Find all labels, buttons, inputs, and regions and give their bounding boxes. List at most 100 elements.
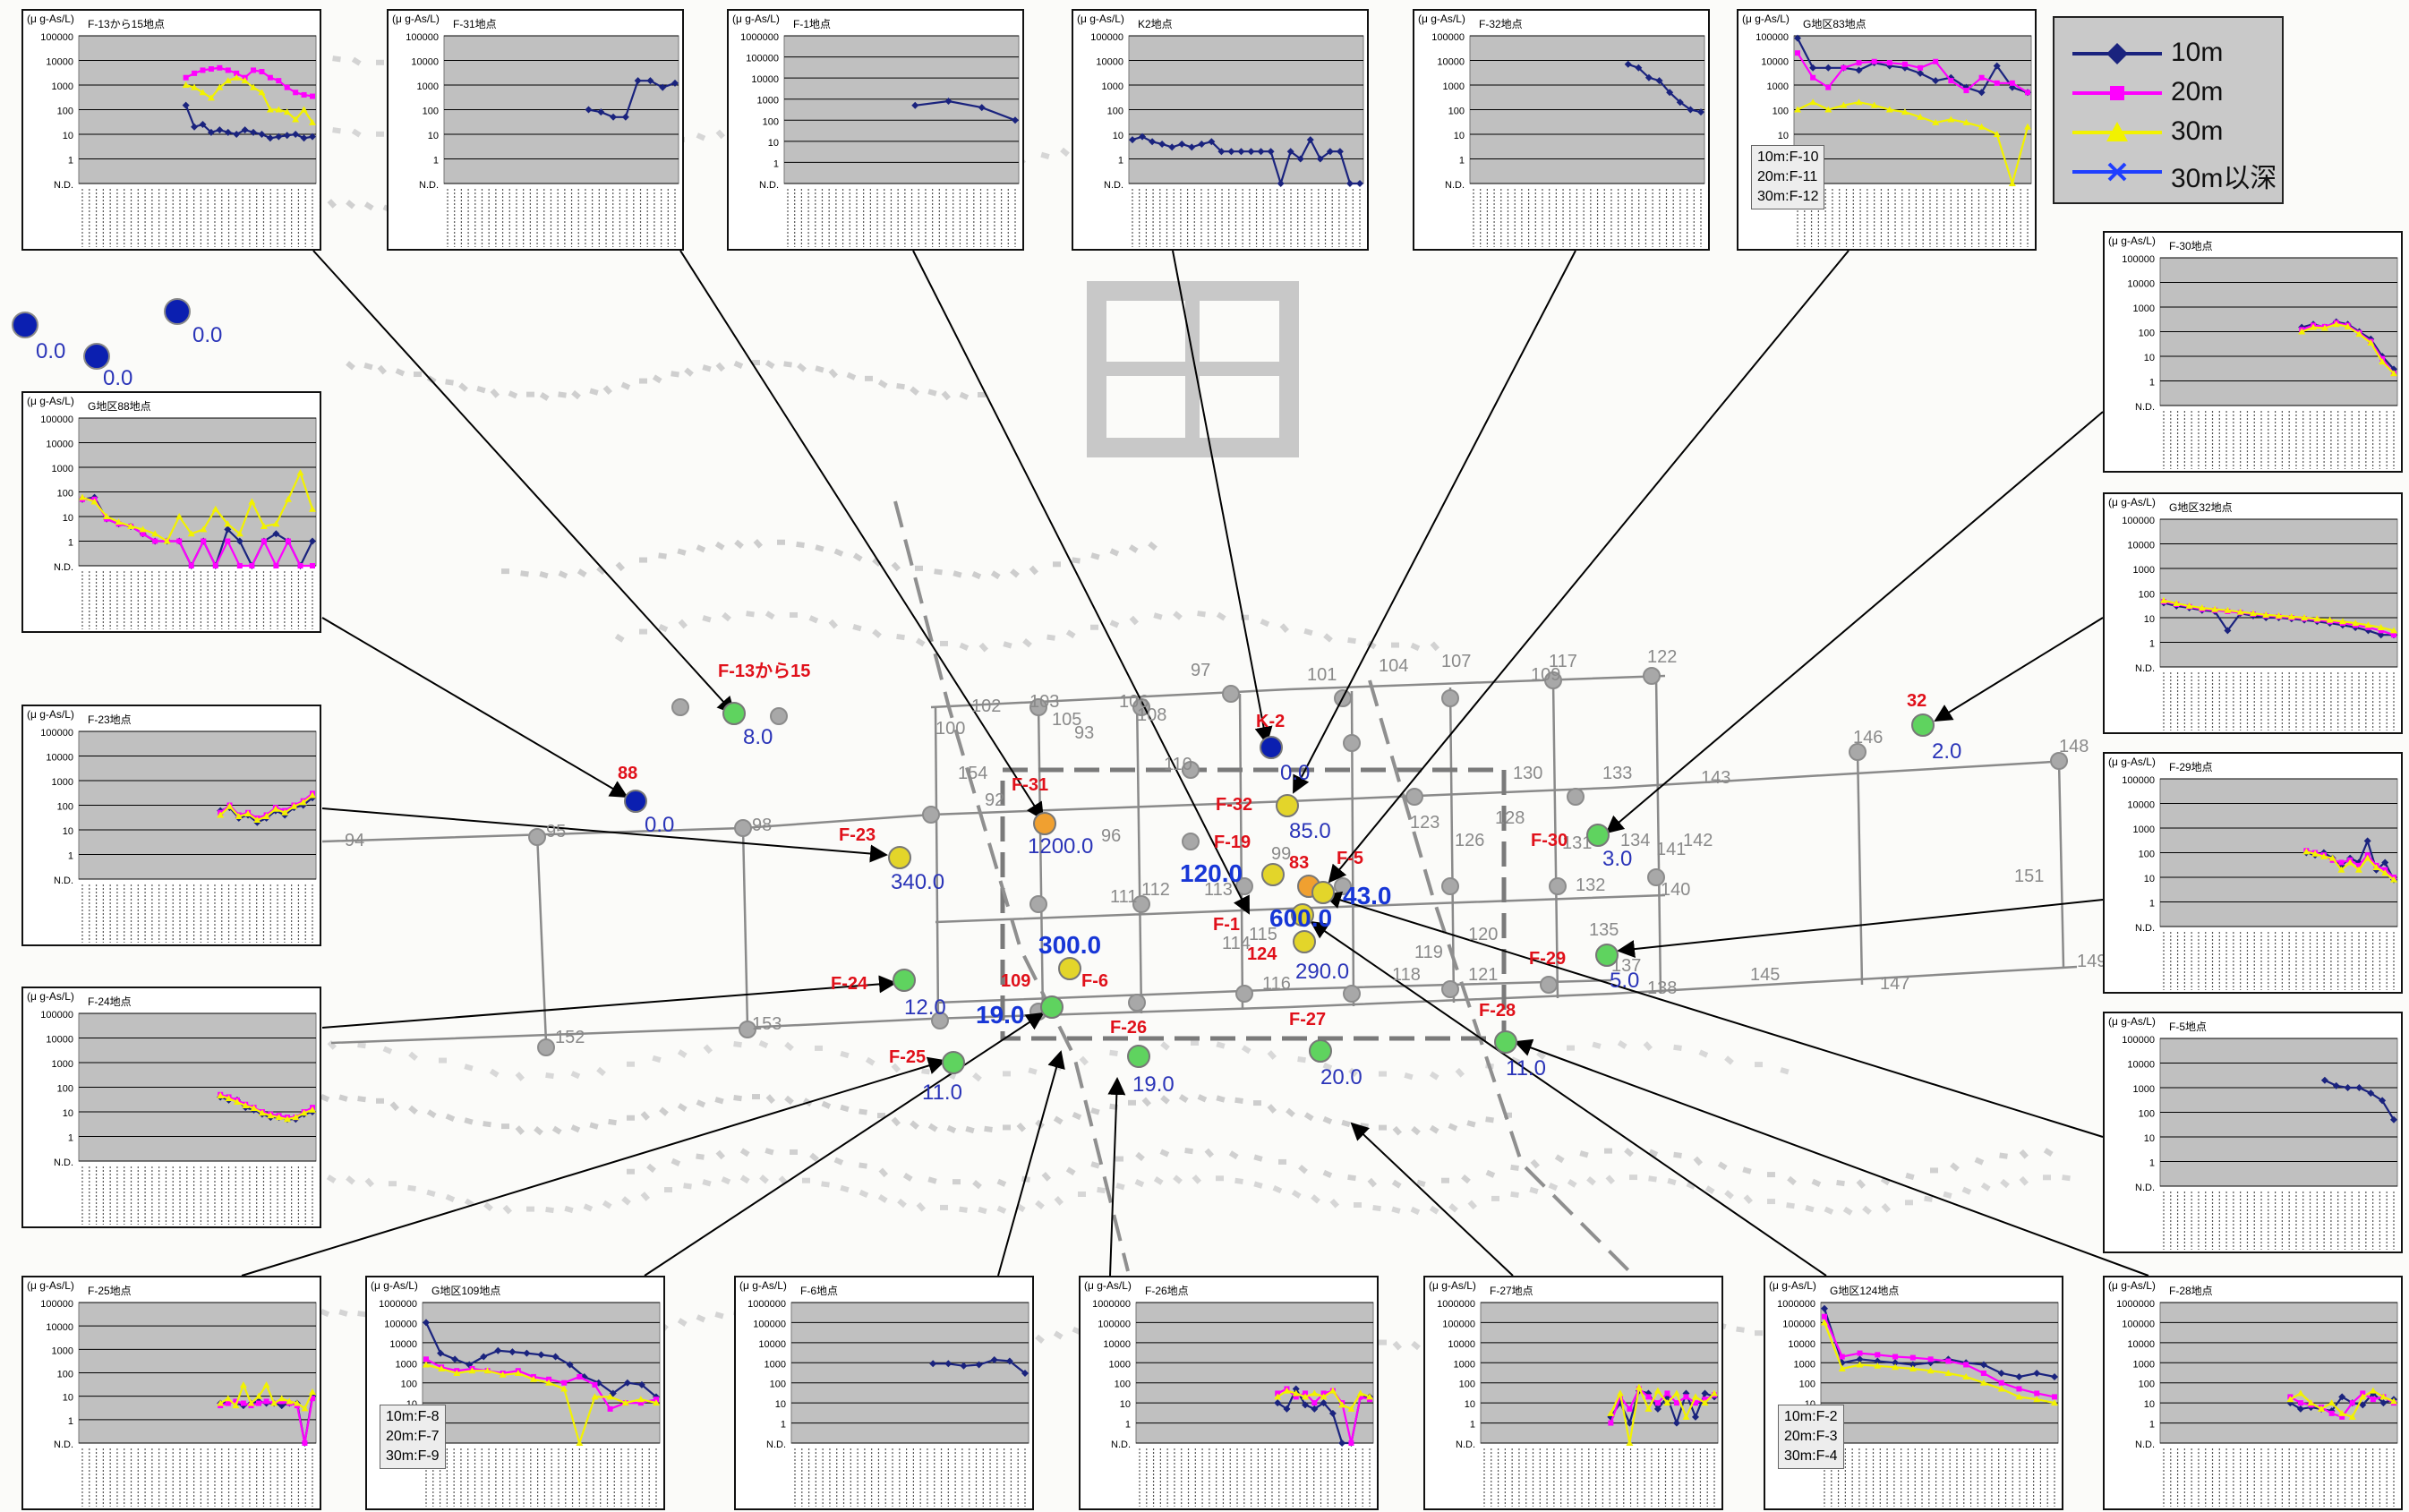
- well-marker[interactable]: [1040, 995, 1064, 1019]
- y-tick-label: 1: [1118, 156, 1123, 167]
- data-point: [1963, 1362, 1969, 1368]
- chart-unit-label: (μ g-As/L): [27, 395, 74, 407]
- y-tick-label: 1000: [2133, 303, 2155, 314]
- data-point: [1857, 1350, 1863, 1356]
- y-tick-label: 10: [2144, 1399, 2155, 1410]
- y-tick-label: 100: [57, 802, 73, 813]
- data-point: [944, 1360, 952, 1368]
- y-tick-label: 10000: [2127, 1060, 2155, 1071]
- data-point: [1701, 1399, 1709, 1406]
- data-point: [1870, 101, 1878, 108]
- data-point: [1247, 148, 1255, 156]
- well-value: 300.0: [1038, 931, 1102, 959]
- well-marker[interactable]: [1127, 1045, 1150, 1068]
- data-point: [1825, 84, 1832, 90]
- well-marker[interactable]: [942, 1051, 965, 1074]
- well-marker[interactable]: [893, 969, 916, 992]
- well-marker[interactable]: [1260, 736, 1283, 759]
- data-point: [438, 1365, 446, 1372]
- y-tick-label: 1000: [2133, 1359, 2155, 1370]
- data-point: [2319, 852, 2328, 859]
- data-point: [1840, 101, 1848, 108]
- data-point: [2297, 1400, 2303, 1406]
- data-point: [2025, 90, 2030, 96]
- data-point: [253, 816, 261, 824]
- data-point: [225, 67, 231, 73]
- data-point: [242, 1101, 250, 1108]
- well-label: F-5: [1337, 849, 1363, 868]
- well-marker[interactable]: [888, 846, 911, 869]
- well-number: 121: [1468, 965, 1498, 985]
- data-point: [1188, 143, 1196, 151]
- y-tick-label: 100000: [406, 32, 439, 43]
- data-point: [1979, 1379, 1987, 1386]
- well-marker[interactable]: [1293, 930, 1316, 953]
- well-number: 145: [1750, 965, 1780, 985]
- well-marker[interactable]: [1058, 957, 1081, 980]
- well-marker[interactable]: [1911, 713, 1935, 737]
- y-tick-label: 1000: [757, 96, 779, 107]
- well-marker[interactable]: [1261, 863, 1285, 886]
- well-marker[interactable]: [1494, 1030, 1517, 1054]
- data-point: [1993, 62, 2001, 70]
- data-point: [1347, 1405, 1355, 1412]
- well-marker[interactable]: [722, 702, 746, 725]
- well-number: 111: [1110, 887, 1137, 907]
- y-tick-label: 100000: [40, 728, 73, 739]
- chart-unit-label: (μ g-As/L): [2108, 235, 2156, 247]
- data-point: [2349, 1400, 2355, 1406]
- well-marker[interactable]: [1309, 1039, 1332, 1063]
- data-point: [2302, 848, 2311, 855]
- data-point: [2378, 628, 2384, 634]
- well-number: 103: [1029, 692, 1059, 712]
- well-label: F-25: [889, 1047, 927, 1067]
- y-tick-label: 10000: [2127, 800, 2155, 811]
- well-value: 20.0: [1320, 1065, 1363, 1089]
- chart-unit-label: (μ g-As/L): [27, 13, 74, 25]
- well-number: 96: [1101, 826, 1121, 846]
- well-value: 3.0: [1602, 847, 1633, 871]
- data-point: [248, 498, 256, 505]
- data-point: [2301, 614, 2309, 620]
- data-point: [1635, 64, 1643, 72]
- chart-unit-label: (μ g-As/L): [739, 1279, 787, 1292]
- data-point: [2332, 320, 2340, 328]
- data-point: [1856, 1361, 1864, 1368]
- chart-title: F-26地点: [1145, 1285, 1189, 1297]
- y-tick-label: 10: [2144, 1133, 2155, 1144]
- y-tick-label: 10000: [2127, 541, 2155, 551]
- data-point: [1822, 1313, 1827, 1320]
- data-point: [1655, 77, 1663, 85]
- series-line: [1797, 100, 2029, 187]
- data-point: [2355, 1084, 2363, 1091]
- well-marker[interactable]: [1595, 944, 1619, 967]
- data-point: [1316, 155, 1324, 163]
- data-point: [199, 121, 207, 129]
- well-marker[interactable]: [1291, 903, 1314, 927]
- well-number: 108: [1137, 705, 1166, 725]
- y-tick-label: 1000: [417, 81, 439, 92]
- data-point: [224, 77, 232, 84]
- well-number: 130: [1513, 764, 1542, 783]
- data-point: [1810, 74, 1816, 81]
- well-marker[interactable]: [1276, 794, 1299, 817]
- y-tick-label: 100000: [746, 54, 779, 64]
- data-point: [1306, 136, 1314, 144]
- data-point: [1901, 61, 1908, 67]
- data-point: [140, 531, 146, 537]
- well-marker[interactable]: [1586, 824, 1610, 847]
- well-label: F-1: [1213, 915, 1240, 935]
- well-marker[interactable]: [1033, 812, 1056, 835]
- data-point: [2275, 611, 2283, 619]
- well-marker[interactable]: [624, 790, 647, 813]
- data-point: [217, 811, 225, 818]
- well-marker[interactable]: [1311, 881, 1335, 904]
- well-marker: [12, 312, 38, 338]
- y-tick-label: N.D.: [766, 1439, 786, 1450]
- chart-panel: (μ g-As/L) F-1地点 1000000 100000 10000 1000 100…: [727, 9, 1024, 251]
- data-point: [636, 1396, 645, 1403]
- data-point: [1664, 1390, 1670, 1397]
- y-tick-label: 100: [57, 1370, 73, 1380]
- well-number: 119: [1414, 943, 1443, 962]
- plot-area: [783, 35, 1020, 184]
